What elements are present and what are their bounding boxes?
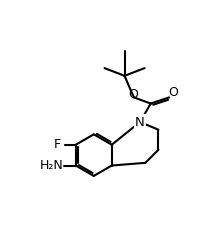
Text: N: N (135, 116, 145, 128)
Text: H₂N: H₂N (40, 159, 64, 172)
Text: O: O (168, 86, 178, 99)
Text: O: O (128, 88, 138, 101)
Text: F: F (54, 138, 61, 151)
